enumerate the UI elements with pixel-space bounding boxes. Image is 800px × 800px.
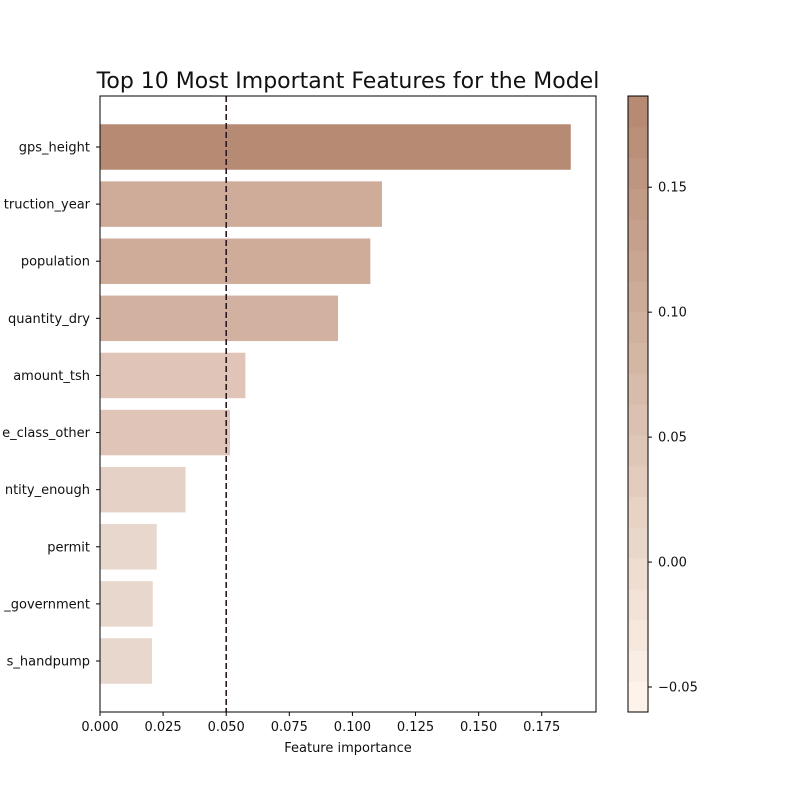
colorbar-segment (628, 342, 648, 374)
colorbar: −0.05 0.00 0.05 0.10 0.15 (627, 95, 698, 713)
x-tick-label: 0.025 (144, 720, 181, 735)
bar-amount_tsh (100, 352, 246, 399)
plot-area-frame (99, 95, 597, 713)
colorbar-segment (628, 434, 648, 467)
x-tick-label: 0.075 (271, 720, 308, 735)
colorbar-segment (628, 311, 648, 343)
y-tick-labels: gps_height truction_year population quantit… (2, 141, 100, 670)
colorbar-segment (628, 681, 648, 713)
bar-gps_height (100, 124, 571, 170)
colorbar-segment (628, 280, 648, 313)
colorbar-segment (628, 588, 648, 621)
colorbar-segment (628, 496, 648, 528)
colorbar-segment (628, 527, 648, 559)
y-tick-label: s_handpump (7, 655, 90, 670)
y-tick-label: gps_height (19, 141, 90, 156)
bar-population (100, 238, 371, 284)
y-tick-label: permit (47, 540, 90, 555)
x-tick-label: 0.150 (460, 720, 497, 735)
x-axis-ticks: 0.000 0.025 0.050 0.075 0.100 0.125 0.150 0.175 (81, 712, 560, 735)
colorbar-segment (628, 219, 648, 251)
colorbar-tick-label: 0.00 (658, 556, 687, 571)
colorbar-segment (628, 157, 648, 189)
bar-source_class_other (100, 409, 230, 456)
bar-quantity_dry (100, 295, 339, 342)
colorbar-segment (628, 465, 648, 497)
colorbar-tick-label: 0.10 (658, 306, 687, 321)
y-tick-label: population (21, 255, 90, 270)
colorbar-segment (628, 373, 648, 405)
y-tick-label: quantity_dry (8, 312, 90, 327)
colorbar-segment (628, 250, 648, 282)
x-tick-label: 0.000 (81, 720, 118, 735)
colorbar-tick-label: 0.15 (658, 181, 687, 196)
colorbar-segment (628, 188, 648, 220)
colorbar-tick-label: 0.05 (658, 431, 687, 446)
x-tick-label: 0.050 (208, 720, 245, 735)
y-tick-label: truction_year (4, 198, 91, 213)
bar-extraction_type_class_handpump (100, 638, 152, 684)
colorbar-segment (628, 126, 648, 159)
y-tick-label: _government (3, 597, 90, 612)
colorbar-segment (628, 96, 648, 128)
colorbar-frame (627, 95, 649, 713)
y-tick-label: amount_tsh (13, 369, 90, 384)
chart-title: Top 10 Most Important Features for the M… (96, 69, 600, 94)
bar-quantity_enough (100, 466, 186, 513)
colorbar-segment (628, 558, 648, 590)
bars-layer (100, 124, 571, 684)
x-tick-label: 0.175 (523, 720, 560, 735)
colorbar-segment (628, 650, 648, 682)
colorbar-segment (628, 619, 648, 651)
bar-installer_government (100, 581, 153, 627)
x-tick-label: 0.125 (397, 720, 434, 735)
colorbar-tick-label: −0.05 (658, 681, 698, 696)
y-tick-label: e_class_other (2, 426, 91, 441)
y-tick-label: ntity_enough (5, 483, 90, 498)
bar-construction_year (100, 181, 382, 227)
x-axis-label: Feature importance (284, 741, 412, 756)
bar-permit (100, 524, 157, 570)
x-tick-label: 0.100 (334, 720, 371, 735)
colorbar-segment (628, 404, 648, 436)
